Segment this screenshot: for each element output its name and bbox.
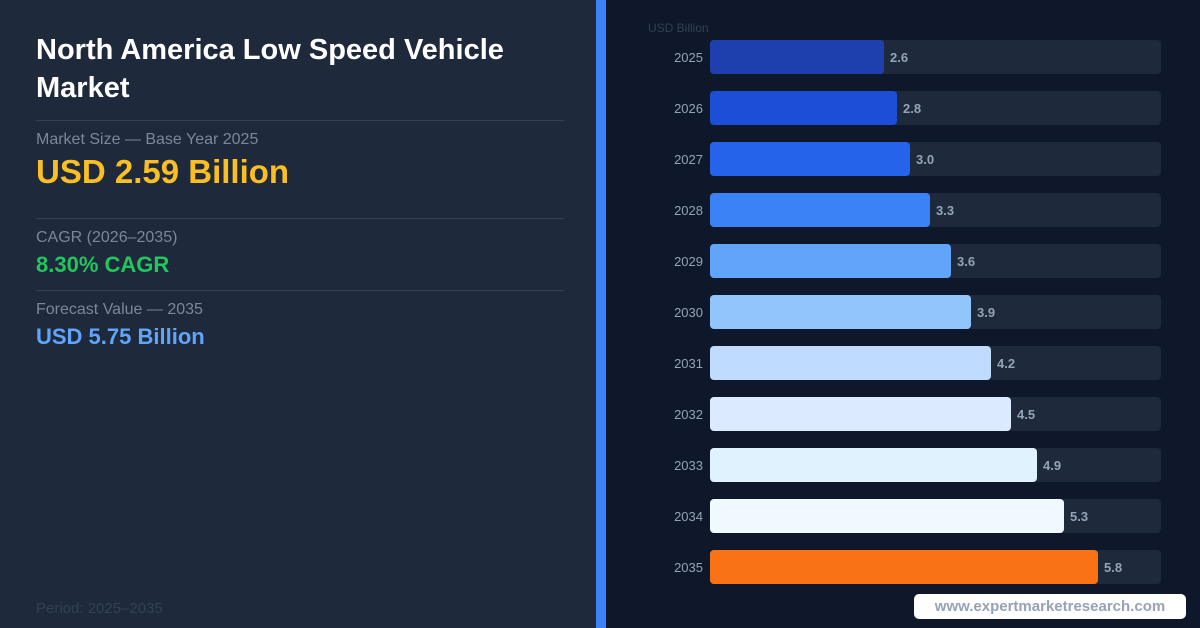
bar-2029	[710, 244, 951, 278]
value-label-2030: 3.9	[977, 305, 995, 320]
forecast-label: Forecast Value — 2035	[36, 301, 203, 318]
bar-2034	[710, 499, 1064, 533]
divider	[36, 120, 564, 121]
value-label-2027: 3.0	[916, 152, 934, 167]
market-size-value: USD 2.59 Billion	[36, 153, 290, 190]
title-line-1: North America Low Speed Vehicle	[36, 34, 504, 66]
year-label-2026: 2026	[674, 101, 703, 116]
cagr-value: 8.30% CAGR	[36, 252, 170, 277]
market-size-label: Market Size — Base Year 2025	[36, 131, 259, 148]
bar-2031	[710, 346, 991, 380]
year-label-2029: 2029	[674, 254, 703, 269]
year-label-2027: 2027	[674, 152, 703, 167]
summary-panel: North America Low Speed Vehicle Market M…	[0, 0, 596, 628]
year-label-2031: 2031	[674, 356, 703, 371]
year-label-2025: 2025	[674, 50, 703, 65]
bar-2033	[710, 448, 1037, 482]
value-label-2029: 3.6	[957, 254, 975, 269]
year-label-2028: 2028	[674, 203, 703, 218]
bar-2035	[710, 550, 1098, 584]
accent-bar	[596, 0, 606, 628]
bar-2027	[710, 142, 910, 176]
title-line-2: Market	[36, 72, 130, 104]
period-label: Period: 2025–2035	[36, 600, 163, 617]
value-label-2031: 4.2	[997, 356, 1015, 371]
year-label-2034: 2034	[674, 509, 703, 524]
forecast-value: USD 5.75 Billion	[36, 324, 205, 349]
year-label-2032: 2032	[674, 407, 703, 422]
value-label-2032: 4.5	[1017, 407, 1035, 422]
bar-2030	[710, 295, 971, 329]
divider	[36, 218, 564, 219]
value-label-2035: 5.8	[1104, 560, 1122, 575]
value-label-2034: 5.3	[1070, 509, 1088, 524]
value-label-2026: 2.8	[903, 101, 921, 116]
watermark: www.expertmarketresearch.com	[914, 594, 1186, 619]
bar-2032	[710, 397, 1011, 431]
page-title: North America Low Speed Vehicle Market	[36, 31, 576, 107]
year-label-2033: 2033	[674, 458, 703, 473]
bar-2028	[710, 193, 930, 227]
bar-2026	[710, 91, 897, 125]
bar-2025	[710, 40, 884, 74]
divider	[36, 290, 564, 291]
year-label-2030: 2030	[674, 305, 703, 320]
value-label-2033: 4.9	[1043, 458, 1061, 473]
unit-label: USD Billion	[648, 21, 709, 35]
cagr-label: CAGR (2026–2035)	[36, 229, 178, 246]
year-label-2035: 2035	[674, 560, 703, 575]
value-label-2028: 3.3	[936, 203, 954, 218]
bar-chart: USD Billion 2025 2.6 2026 2.8 2027 3.0 2028 3.3…	[648, 21, 1161, 584]
value-label-2025: 2.6	[890, 50, 908, 65]
